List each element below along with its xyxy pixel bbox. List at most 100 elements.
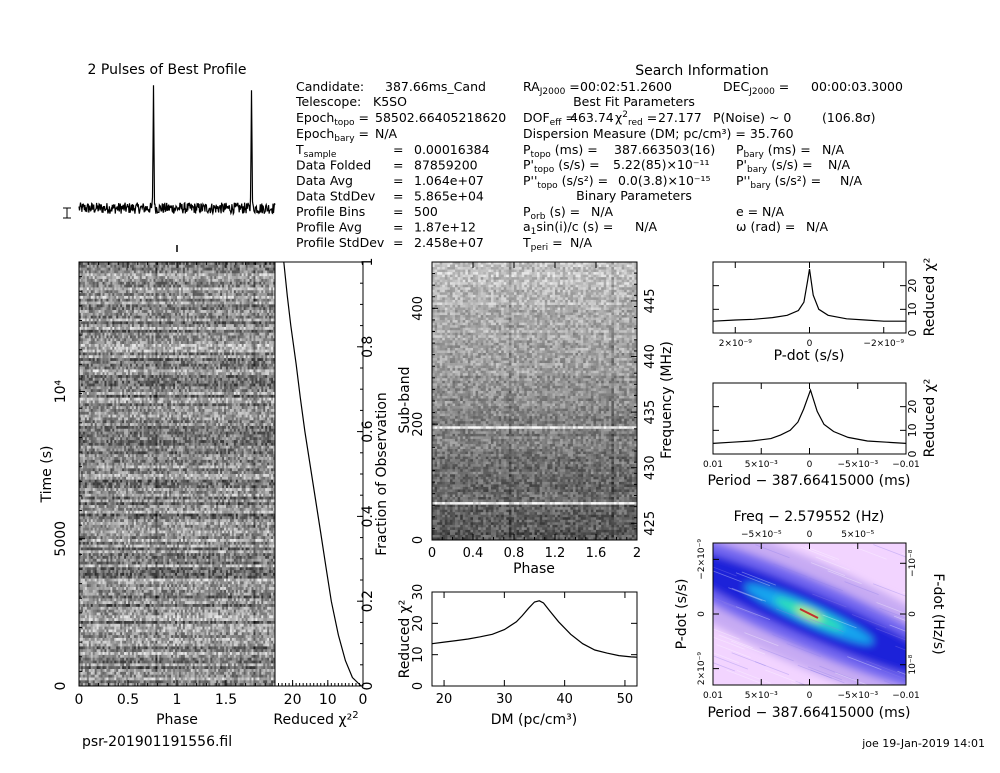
subband-x-tick-label: 1.6 <box>586 546 607 561</box>
chi2-label: χ2red = <box>615 110 657 128</box>
stat-label: Data StdDev <box>296 189 376 204</box>
epoch-bary-label: Epochbary = <box>296 126 369 144</box>
dm-x-tick-label: 30 <box>496 692 513 707</box>
dm-chi2-ylabel: Reduced χ² <box>397 600 413 679</box>
p-topo-value: 387.663503(16) <box>614 142 715 157</box>
profile-plot <box>63 85 276 252</box>
period-chi2-plot: 0.01 5×10⁻³ 0 −5×10⁻³ −0.01 0 10 20 Period − 38… <box>703 379 938 489</box>
stat-equals: = <box>393 173 403 188</box>
epoch-bary-value: N/A <box>375 126 398 141</box>
epoch-topo-value: 58502.66405218620 <box>375 110 506 125</box>
time-chi2-ylabel: Fraction of Observation <box>374 392 390 556</box>
telescope-label: Telescope: <box>295 94 361 109</box>
time-phase-y-tick-label: 5000 <box>53 521 69 557</box>
info-block: 2 Pulses of Best Profile Search Informat… <box>88 62 903 253</box>
subband-y2label: Frequency (MHz) <box>659 341 675 459</box>
p-noise: P(Noise) ~ 0 <box>713 110 791 125</box>
telescope-value: K5SO <box>373 94 407 109</box>
stat-value: 1.064e+07 <box>414 173 484 188</box>
dm-chi2-plot: 20 30 40 50 0 10 20 30 DM (pc/cm³) Reduced χ² <box>397 584 638 728</box>
candidate-label: Candidate: <box>296 79 364 94</box>
dm-y-tick-label: 30 <box>411 584 426 601</box>
pdot-bary-value: N/A <box>828 157 851 172</box>
pdot-x-tick-label: 0 <box>807 339 813 349</box>
pp-y-tick-label: 2×10⁻⁹ <box>697 652 707 685</box>
chi2-superscript: 2 <box>352 710 358 721</box>
pdot-x-tick-label: 2×10⁻⁹ <box>719 339 752 349</box>
subband-x-tick-label: 2 <box>633 546 641 561</box>
porb-value: N/A <box>591 204 614 219</box>
time-phase-x-tick-label: 0 <box>75 692 84 708</box>
dm-chi2-axes: 20 30 40 50 0 10 20 30 <box>411 584 637 707</box>
period-chi2-ylabel: Reduced χ² <box>922 379 938 458</box>
profile-title: 2 Pulses of Best Profile <box>88 62 247 78</box>
candidate-value: 387.66ms_Cand <box>385 79 486 94</box>
subband-plot: 0 0.4 0.8 1.2 1.6 2 0 200 400 425 430 435 440 445 Pha… <box>397 261 675 577</box>
filename: psr-201901191556.fil <box>82 734 232 750</box>
period-x-tick-label: 0 <box>807 460 813 470</box>
tperi-label: Tperi = <box>522 235 563 253</box>
time-chi2-y-tick-label: 0.8 <box>360 336 376 358</box>
time-chi2-x-tick-label: 0 <box>359 692 368 708</box>
pdot-topo-value: 5.22(85)×10⁻¹¹ <box>613 157 710 172</box>
pp-x-tick-label: −0.01 <box>892 691 920 701</box>
time-chi2-y-tick-label: 0.2 <box>360 590 376 612</box>
stat-value: 87859200 <box>414 158 478 173</box>
profile-trace <box>78 85 276 217</box>
pp-x-tick-label: 0.01 <box>703 691 723 701</box>
pp-y-tick-label: −2×10⁻⁹ <box>697 539 707 580</box>
time-phase-plot: 0 0.5 1 1.5 0 5000 10⁴ Phase Time (s) <box>39 261 276 728</box>
pp-x-tick-label: −5×10⁻³ <box>837 691 878 701</box>
time-chi2-y-tick-label: 1 <box>360 258 376 267</box>
stat-equals: = <box>393 235 403 250</box>
dm-chi2-xlabel: DM (pc/cm³) <box>491 712 577 728</box>
pp-xtop-tick-label: 0 <box>807 530 813 540</box>
pdot-y-tick-label: 20 <box>906 279 919 293</box>
dm-y-tick-label: 10 <box>411 646 426 663</box>
time-phase-x-tick-label: 0.5 <box>117 692 139 708</box>
time-chi2-x-tick-label: 20 <box>284 692 302 708</box>
dof-value: 463.74 <box>570 110 614 125</box>
time-chi2-xlabel: Reduced χ²2 <box>273 710 358 728</box>
period-y-tick-label: 0 <box>906 451 919 458</box>
pp-x-tick-label: 0 <box>807 691 813 701</box>
period-pdot-y2label: F-dot (Hz/s) <box>930 573 946 654</box>
subband-ylabel: Sub-band <box>397 367 413 434</box>
time-phase-y-tick-label: 10⁴ <box>53 379 69 403</box>
subband-y2-tick-label: 430 <box>643 455 658 480</box>
stat-equals: = <box>393 220 403 235</box>
stat-label: Profile Bins <box>296 204 365 219</box>
period-pdot-xlabel: Period − 387.66415000 (ms) <box>707 705 910 721</box>
subband-y2-tick-label: 440 <box>643 344 658 369</box>
period-pdot-plot: Freq − 2.579552 (Hz) 0.01 5×10⁻³ 0 −5×10⁻³ −… <box>674 509 946 721</box>
period-chi2-axes: 0.01 5×10⁻³ 0 −5×10⁻³ −0.01 0 10 20 <box>703 383 920 470</box>
stat-equals: = <box>393 142 403 157</box>
subband-x-tick-label: 0 <box>428 546 436 561</box>
dm-x-tick-label: 40 <box>556 692 573 707</box>
pddot-topo-value: 0.0(3.8)×10⁻¹⁵ <box>618 173 711 188</box>
a1-label: a1sin(i)/c (s) = <box>523 219 613 237</box>
time-chi2-axes: 20 10 00 0.2 0.4 0.6 0.8 1 <box>278 258 376 708</box>
period-pdot-axes: 0.01 5×10⁻³ 0 −5×10⁻³ −0.01 −5×10⁻⁵ 0 5×10⁻⁵ 2×1… <box>697 530 920 701</box>
dm-y-tick-label: 20 <box>411 615 426 632</box>
time-phase-ylabel: Time (s) <box>39 446 55 504</box>
time-chi2-trace <box>283 261 362 687</box>
stat-value: 500 <box>414 204 438 219</box>
pp-xtop-tick-label: 5×10⁻⁵ <box>841 530 874 540</box>
dm-text: Dispersion Measure (DM; pc/cm³) = 35.760 <box>523 126 794 141</box>
p-bary-value: N/A <box>822 142 845 157</box>
period-chi2-trace <box>712 388 907 444</box>
time-phase-x-tick-label: 1.5 <box>215 692 237 708</box>
stat-equals: = <box>393 189 403 204</box>
time-phase-y-tick-label: 0 <box>53 682 69 691</box>
period-pdot-streaks <box>713 544 906 685</box>
pdot-y-tick-label: 0 <box>906 330 919 337</box>
pp-x-tick-label: 5×10⁻³ <box>745 691 778 701</box>
omega-label: ω (rad) = <box>736 219 795 234</box>
subband-y-tick-label: 400 <box>411 296 426 321</box>
search-title: Search Information <box>635 63 769 79</box>
dof-label: DOFeff = <box>523 110 576 128</box>
pdot-x-tick-label: −2×10⁻⁹ <box>863 339 904 349</box>
pdot-chi2-ylabel: Reduced χ² <box>922 258 938 337</box>
